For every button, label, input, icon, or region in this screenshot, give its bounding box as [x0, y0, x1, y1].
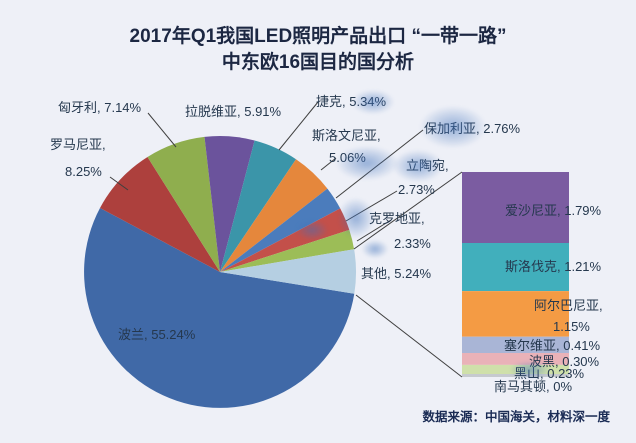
bar-segment-slovakia [462, 243, 569, 291]
leader-line-slovenia [320, 157, 337, 171]
slice-label-czech: 捷克, 5.34% [316, 94, 387, 109]
bar-label-estonia: 爱沙尼亚, 1.79% [505, 203, 602, 218]
pie-slices [84, 136, 357, 408]
pie-slice-croatia [220, 229, 355, 272]
chart-title: 2017年Q1我国LED照明产品出口 “一带一路” 中东欧16国目的国分析 [0, 24, 636, 76]
bar-segment-bosnia [462, 353, 569, 365]
slice-label-poland: 波兰, 55.24% [118, 327, 196, 342]
slice-label-romania-name: 罗马尼亚, [50, 137, 106, 152]
slice-label-lithuania-name: 立陶宛, [406, 158, 449, 173]
pie-slice-latvia [204, 136, 255, 272]
leader-line-hungary [147, 112, 177, 148]
slice-label-other: 其他, 5.24% [361, 266, 432, 281]
chart-title-line2: 中东欧16国目的国分析 [221, 52, 415, 73]
slice-label-latvia: 拉脱维亚, 5.91% [185, 104, 282, 119]
slice-label-hungary: 匈牙利, 7.14% [58, 100, 142, 115]
bar-segment-albania [462, 291, 569, 337]
pie-slice-slovenia [220, 159, 328, 272]
bar-segment-serbia [462, 336, 569, 353]
pie-slice-czech [220, 140, 296, 272]
bar-label-albania-value: 1.15% [553, 319, 590, 334]
pie-slice-bulgaria [220, 188, 341, 272]
slice-label-slovenia-name: 斯洛文尼亚, [312, 128, 381, 143]
slice-label-slovenia-value: 5.06% [329, 150, 366, 165]
pie-slice-poland [84, 208, 355, 408]
chart-title-line1: 2017年Q1我国LED照明产品出口 “一带一路” [129, 26, 507, 47]
bar-label-macedonia: 南马其顿, 0% [494, 379, 573, 394]
pie-slice-romania [100, 157, 220, 272]
bar-label-serbia: 塞尔维亚, 0.41% [504, 338, 601, 353]
leader-line-czech [278, 101, 319, 151]
pie-slice-other [220, 249, 357, 294]
leader-line-romania [109, 176, 129, 191]
slice-label-croatia-value: 2.33% [394, 236, 431, 251]
series-line-bottom [355, 294, 463, 378]
pie-slice-hungary [147, 136, 220, 272]
bar-segment-estonia [462, 172, 569, 243]
data-source-note: 数据来源：中国海关，材料深一度 [422, 410, 610, 424]
slice-label-croatia-name: 克罗地亚, [369, 211, 425, 226]
bar-label-slovakia: 斯洛伐克, 1.21% [505, 259, 602, 274]
bar-label-albania-name: 阿尔巴尼亚, [534, 298, 603, 313]
slice-label-bulgaria: 保加利亚, 2.76% [424, 121, 521, 136]
slice-label-romania-value: 8.25% [65, 164, 102, 179]
slice-label-lithuania-value: 2.73% [398, 182, 435, 197]
bar-segments [462, 172, 569, 377]
